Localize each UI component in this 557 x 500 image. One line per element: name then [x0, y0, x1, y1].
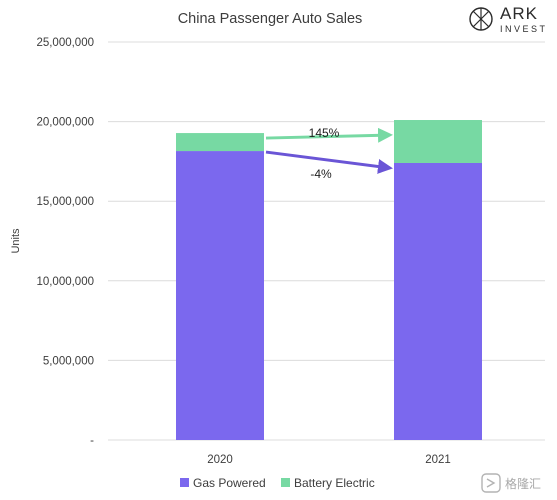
y-axis-label: Units — [10, 228, 22, 254]
legend: Gas Powered Battery Electric — [180, 476, 375, 490]
bars — [176, 120, 482, 440]
arrow-battery-electric — [265, 127, 393, 143]
compass-icon — [469, 7, 493, 31]
logo-name: ARK — [500, 4, 538, 23]
bar-battery-electric-2021 — [394, 120, 482, 163]
legend-label-battery-electric: Battery Electric — [294, 476, 375, 490]
x-tick-label: 2021 — [425, 454, 451, 466]
x-tick-labels: 2020 2021 — [207, 454, 451, 466]
annotation-arrows — [265, 127, 393, 174]
legend-label-gas-powered: Gas Powered — [193, 476, 266, 490]
y-tick-label: 15,000,000 — [36, 196, 94, 208]
watermark-text: 格隆汇 — [505, 476, 541, 491]
x-tick-label: 2020 — [207, 454, 233, 466]
y-tick-label: 20,000,000 — [36, 117, 94, 129]
annotation-gas-change: -4% — [310, 167, 332, 181]
bar-gas-powered-2021 — [394, 162, 482, 440]
y-tick-label: 5,000,000 — [43, 355, 94, 367]
watermark: 格隆汇 — [481, 473, 541, 493]
ark-invest-logo: ARK INVEST — [469, 4, 548, 34]
arrow-gas-powered — [265, 150, 393, 174]
y-tick-labels: - 5,000,000 10,000,000 15,000,000 20,000,000… — [36, 37, 94, 447]
y-tick-label: 25,000,000 — [36, 37, 94, 49]
watermark-logo-icon — [481, 473, 501, 493]
bar-gas-powered-2020 — [176, 151, 264, 440]
y-tick-label: 10,000,000 — [36, 276, 94, 288]
logo-subtitle: INVEST — [500, 24, 548, 34]
chart-title: China Passenger Auto Sales — [178, 11, 363, 27]
y-tick-label: - — [90, 435, 94, 447]
legend-swatch-battery-electric — [281, 478, 290, 487]
bar-battery-electric-2020 — [176, 133, 264, 152]
legend-swatch-gas-powered — [180, 478, 189, 487]
annotation-battery-growth: 145% — [309, 126, 340, 140]
